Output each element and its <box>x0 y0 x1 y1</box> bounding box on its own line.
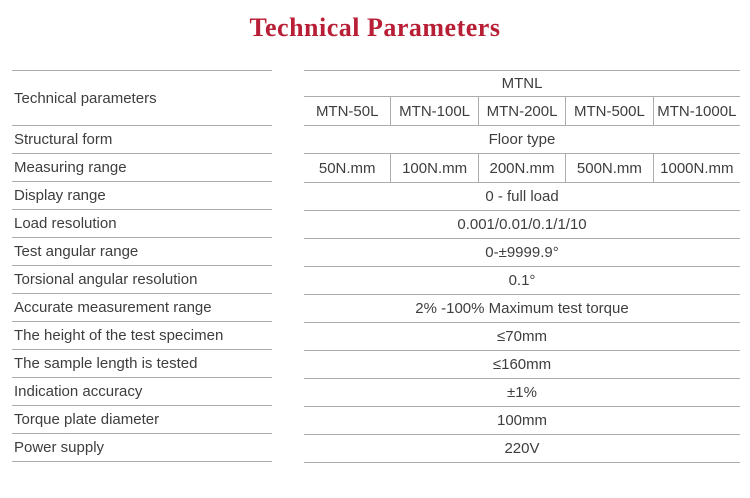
row-label-height-of-test-specimen: The height of the test specimen <box>12 322 272 350</box>
row-label-technical-parameters: Technical parameters <box>12 71 272 126</box>
parameter-value-column: MTNL MTN-50L MTN-100L MTN-200L MTN-500L … <box>304 70 741 463</box>
measuring-range-cell: 500N.mm <box>565 154 653 183</box>
row-label-torque-plate-diameter: Torque plate diameter <box>12 406 272 434</box>
value-height-of-test-specimen: ≤70mm <box>304 323 740 351</box>
value-structural-form: Floor type <box>304 126 740 154</box>
row-label-load-resolution: Load resolution <box>12 210 272 238</box>
row-label-test-angular-range: Test angular range <box>12 238 272 266</box>
row-label-structural-form: Structural form <box>12 126 272 154</box>
model-cell: MTN-100L <box>390 97 478 126</box>
row-label-sample-length-tested: The sample length is tested <box>12 350 272 378</box>
spec-table: Technical parameters Structural form Mea… <box>12 70 741 463</box>
value-test-angular-range: 0-±9999.9° <box>304 239 740 267</box>
measuring-range-row: 50N.mm 100N.mm 200N.mm 500N.mm 1000N.mm <box>304 154 741 183</box>
value-torque-plate-diameter: 100mm <box>304 407 740 435</box>
row-label-accurate-measurement-range: Accurate measurement range <box>12 294 272 322</box>
measuring-range-cell: 50N.mm <box>304 154 391 183</box>
row-label-display-range: Display range <box>12 182 272 210</box>
model-cell: MTN-500L <box>565 97 653 126</box>
measuring-range-cell: 1000N.mm <box>652 154 741 183</box>
value-display-range: 0 - full load <box>304 183 740 211</box>
model-cell: MTN-50L <box>304 97 391 126</box>
value-torsional-angular-resolution: 0.1° <box>304 267 740 295</box>
value-indication-accuracy: ±1% <box>304 379 740 407</box>
model-cell: MTN-1000L <box>652 97 741 126</box>
row-label-torsional-angular-resolution: Torsional angular resolution <box>12 266 272 294</box>
measuring-range-cell: 200N.mm <box>477 154 566 183</box>
row-label-indication-accuracy: Indication accuracy <box>12 378 272 406</box>
row-label-power-supply: Power supply <box>12 434 272 462</box>
model-header-row: MTN-50L MTN-100L MTN-200L MTN-500L MTN-1… <box>304 97 741 126</box>
model-group-header: MTNL <box>304 71 740 97</box>
row-label-measuring-range: Measuring range <box>12 154 272 182</box>
value-load-resolution: 0.001/0.01/0.1/1/10 <box>304 211 740 239</box>
page-title: Technical Parameters <box>249 13 501 42</box>
value-accurate-measurement-range: 2% -100% Maximum test torque <box>304 295 740 323</box>
measuring-range-cell: 100N.mm <box>390 154 478 183</box>
value-sample-length-tested: ≤160mm <box>304 351 740 379</box>
model-cell: MTN-200L <box>477 97 566 126</box>
parameter-label-column: Technical parameters Structural form Mea… <box>12 70 272 463</box>
value-power-supply: 220V <box>304 435 740 463</box>
